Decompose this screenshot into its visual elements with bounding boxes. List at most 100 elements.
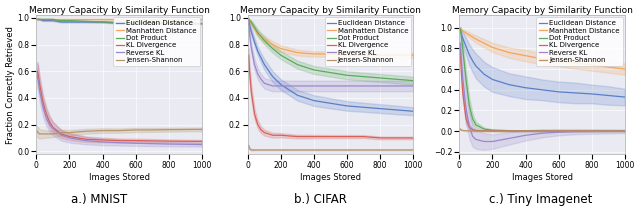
Manhatten Distance bbox=[198, 18, 205, 21]
Line: KL Divergence: KL Divergence bbox=[37, 71, 202, 141]
Reverse KL bbox=[58, 134, 65, 136]
Manhatten Distance bbox=[165, 18, 173, 21]
Reverse KL bbox=[115, 141, 123, 144]
Dot Product bbox=[251, 26, 259, 28]
KL Divergence bbox=[36, 83, 44, 86]
KL Divergence bbox=[245, 54, 253, 57]
Manhatten Distance bbox=[246, 19, 253, 22]
Dot Product bbox=[481, 128, 488, 130]
Jensen-Shannon bbox=[505, 130, 513, 132]
Dot Product bbox=[604, 130, 612, 132]
Jensen-Shannon bbox=[294, 149, 301, 151]
Jensen-Shannon bbox=[481, 130, 488, 132]
Manhatten Distance bbox=[82, 18, 90, 21]
Jensen-Shannon bbox=[49, 133, 57, 135]
Reverse KL bbox=[393, 85, 401, 87]
Dot Product bbox=[257, 35, 265, 38]
Euclidean Distance bbox=[393, 109, 401, 111]
Manhatten Distance bbox=[505, 51, 513, 54]
Dot Product bbox=[246, 19, 253, 22]
Dot Product bbox=[34, 18, 42, 21]
Reverse KL bbox=[198, 143, 205, 146]
Jensen-Shannon bbox=[33, 130, 41, 132]
KL Divergence bbox=[327, 135, 335, 138]
Euclidean Distance bbox=[457, 32, 465, 34]
Line: KL Divergence: KL Divergence bbox=[460, 48, 625, 131]
Manhatten Distance bbox=[310, 53, 318, 55]
Jensen-Shannon bbox=[465, 130, 473, 132]
Euclidean Distance bbox=[555, 91, 563, 93]
KL Divergence bbox=[115, 139, 123, 142]
Jensen-Shannon bbox=[604, 130, 612, 132]
Jensen-Shannon bbox=[248, 149, 255, 151]
Jensen-Shannon bbox=[588, 130, 596, 132]
Jensen-Shannon bbox=[36, 133, 44, 135]
KL Divergence bbox=[99, 139, 106, 141]
Reverse KL bbox=[245, 22, 253, 25]
Euclidean Distance bbox=[572, 92, 579, 94]
Dot Product bbox=[82, 20, 90, 23]
Line: Manhatten Distance: Manhatten Distance bbox=[249, 19, 413, 55]
Line: Reverse KL: Reverse KL bbox=[249, 23, 413, 86]
Dot Product bbox=[555, 130, 563, 132]
Reverse KL bbox=[310, 85, 318, 87]
Title: Memory Capacity by Similarity Function: Memory Capacity by Similarity Function bbox=[240, 6, 421, 15]
Euclidean Distance bbox=[343, 105, 351, 107]
Euclidean Distance bbox=[132, 22, 140, 25]
X-axis label: Images Stored: Images Stored bbox=[300, 173, 361, 182]
Jensen-Shannon bbox=[472, 130, 480, 132]
Euclidean Distance bbox=[310, 99, 318, 102]
Line: Dot Product: Dot Product bbox=[460, 29, 625, 131]
Manhatten Distance bbox=[66, 18, 74, 21]
Dot Product bbox=[39, 18, 47, 21]
Reverse KL bbox=[465, 125, 473, 127]
Manhatten Distance bbox=[621, 68, 628, 70]
Manhatten Distance bbox=[465, 34, 473, 36]
Dot Product bbox=[410, 79, 417, 82]
Reverse KL bbox=[462, 107, 470, 110]
KL Divergence bbox=[465, 126, 473, 128]
Euclidean Distance bbox=[488, 78, 496, 81]
Euclidean Distance bbox=[181, 22, 189, 25]
Reverse KL bbox=[49, 127, 57, 130]
Manhatten Distance bbox=[360, 54, 367, 57]
Euclidean Distance bbox=[66, 21, 74, 23]
Manhatten Distance bbox=[248, 22, 255, 25]
KL Divergence bbox=[488, 130, 496, 132]
Euclidean Distance bbox=[465, 53, 473, 56]
Manhatten Distance bbox=[36, 18, 44, 21]
Reverse KL bbox=[481, 140, 488, 143]
KL Divergence bbox=[555, 130, 563, 132]
Reverse KL bbox=[572, 130, 579, 133]
Dot Product bbox=[58, 19, 65, 22]
Jensen-Shannon bbox=[456, 128, 464, 130]
Dot Product bbox=[376, 77, 384, 79]
Dot Product bbox=[465, 104, 473, 106]
Jensen-Shannon bbox=[468, 130, 476, 132]
Manhatten Distance bbox=[294, 51, 301, 54]
KL Divergence bbox=[588, 130, 596, 132]
Reverse KL bbox=[621, 130, 628, 132]
Dot Product bbox=[468, 118, 476, 120]
Dot Product bbox=[36, 18, 44, 21]
Euclidean Distance bbox=[36, 18, 44, 21]
Reverse KL bbox=[248, 46, 255, 48]
Manhatten Distance bbox=[254, 33, 262, 35]
KL Divergence bbox=[66, 135, 74, 138]
Reverse KL bbox=[148, 142, 156, 145]
Euclidean Distance bbox=[294, 94, 301, 97]
KL Divergence bbox=[198, 140, 205, 143]
Euclidean Distance bbox=[260, 63, 268, 66]
Euclidean Distance bbox=[410, 110, 417, 113]
Manhatten Distance bbox=[604, 66, 612, 68]
Jensen-Shannon bbox=[410, 149, 417, 151]
Manhatten Distance bbox=[343, 54, 351, 57]
Reverse KL bbox=[46, 123, 54, 126]
Line: Reverse KL: Reverse KL bbox=[37, 75, 202, 145]
Dot Product bbox=[99, 21, 106, 23]
Euclidean Distance bbox=[588, 93, 596, 95]
Euclidean Distance bbox=[462, 45, 470, 48]
KL Divergence bbox=[456, 47, 464, 50]
KL Divergence bbox=[468, 128, 476, 131]
KL Divergence bbox=[505, 130, 513, 132]
